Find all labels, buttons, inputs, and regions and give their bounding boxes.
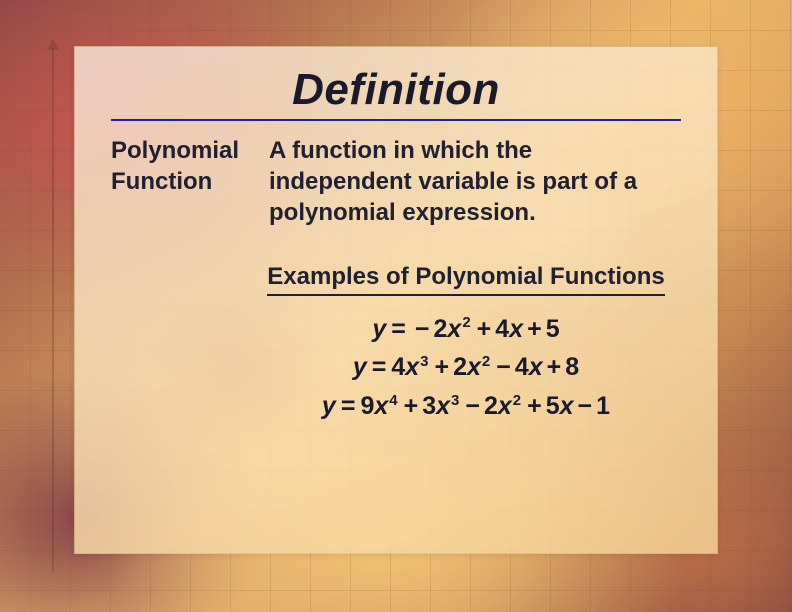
y-axis-arrow <box>52 48 54 572</box>
examples-block: Examples of Polynomial Functions y=−2x2+… <box>251 263 681 426</box>
definition-term: Polynomial Function <box>111 135 251 197</box>
term-line-2: Function <box>111 168 212 195</box>
term-line-1: Polynomial <box>111 137 239 164</box>
definition-card: Definition Polynomial Function A functio… <box>74 46 718 554</box>
definition-description: A function in which the independent vari… <box>269 135 681 229</box>
card-title: Definition <box>111 65 681 115</box>
title-underline <box>111 119 681 121</box>
examples-heading: Examples of Polynomial Functions <box>267 263 664 296</box>
equation-1: y=−2x2+4x+5 <box>251 310 681 349</box>
equation-2: y=4x3+2x2−4x+8 <box>251 348 681 387</box>
equation-3: y=9x4+3x3−2x2+5x−1 <box>251 387 681 426</box>
definition-row: Polynomial Function A function in which … <box>111 135 681 229</box>
